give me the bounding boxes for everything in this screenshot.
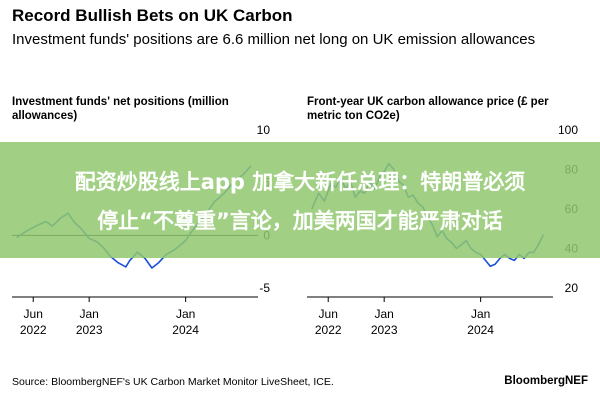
left-x-tick-label-month: Jan — [79, 307, 98, 321]
chart-title: Record Bullish Bets on UK Carbon — [12, 6, 293, 25]
overlay-text-line-2: 停止“不尊重”言论，加美两国才能严肃对话 — [97, 209, 503, 233]
overlay-text-line-1: 配资炒股线上app 加拿大新任总理：特朗普必须 — [74, 170, 526, 194]
right-x-tick-label-year: 2024 — [467, 323, 494, 337]
right-x-tick-label-month: Jan — [374, 307, 393, 321]
left-x-tick-label-year: 2023 — [76, 323, 103, 337]
right-x-tick-label-month: Jun — [319, 307, 338, 321]
brand-logo-text: BloombergNEF — [504, 375, 588, 387]
left-y-tick-label: 10 — [257, 123, 271, 137]
right-panel-title: Front-year UK carbon allowance price (£ … — [307, 96, 549, 122]
right-y-tick-label: 100 — [558, 123, 578, 137]
chart-subtitle: Investment funds' positions are 6.6 mill… — [12, 31, 536, 48]
left-panel-title: Investment funds' net positions (million… — [12, 96, 229, 122]
left-y-tick-label: -5 — [259, 281, 270, 295]
right-x-tick-label-year: 2023 — [371, 323, 398, 337]
left-x-tick-label-year: 2024 — [172, 323, 199, 337]
right-x-tick-label-year: 2022 — [315, 323, 342, 337]
left-x-tick-label-year: 2022 — [20, 323, 47, 337]
left-x-tick-label-month: Jun — [24, 307, 43, 321]
source-note: Source: BloombergNEF's UK Carbon Market … — [12, 376, 334, 388]
right-x-tick-label-month: Jan — [471, 307, 490, 321]
right-y-tick-label: 20 — [565, 281, 579, 295]
promo-overlay-banner — [0, 142, 600, 258]
left-x-tick-label-month: Jan — [176, 307, 195, 321]
